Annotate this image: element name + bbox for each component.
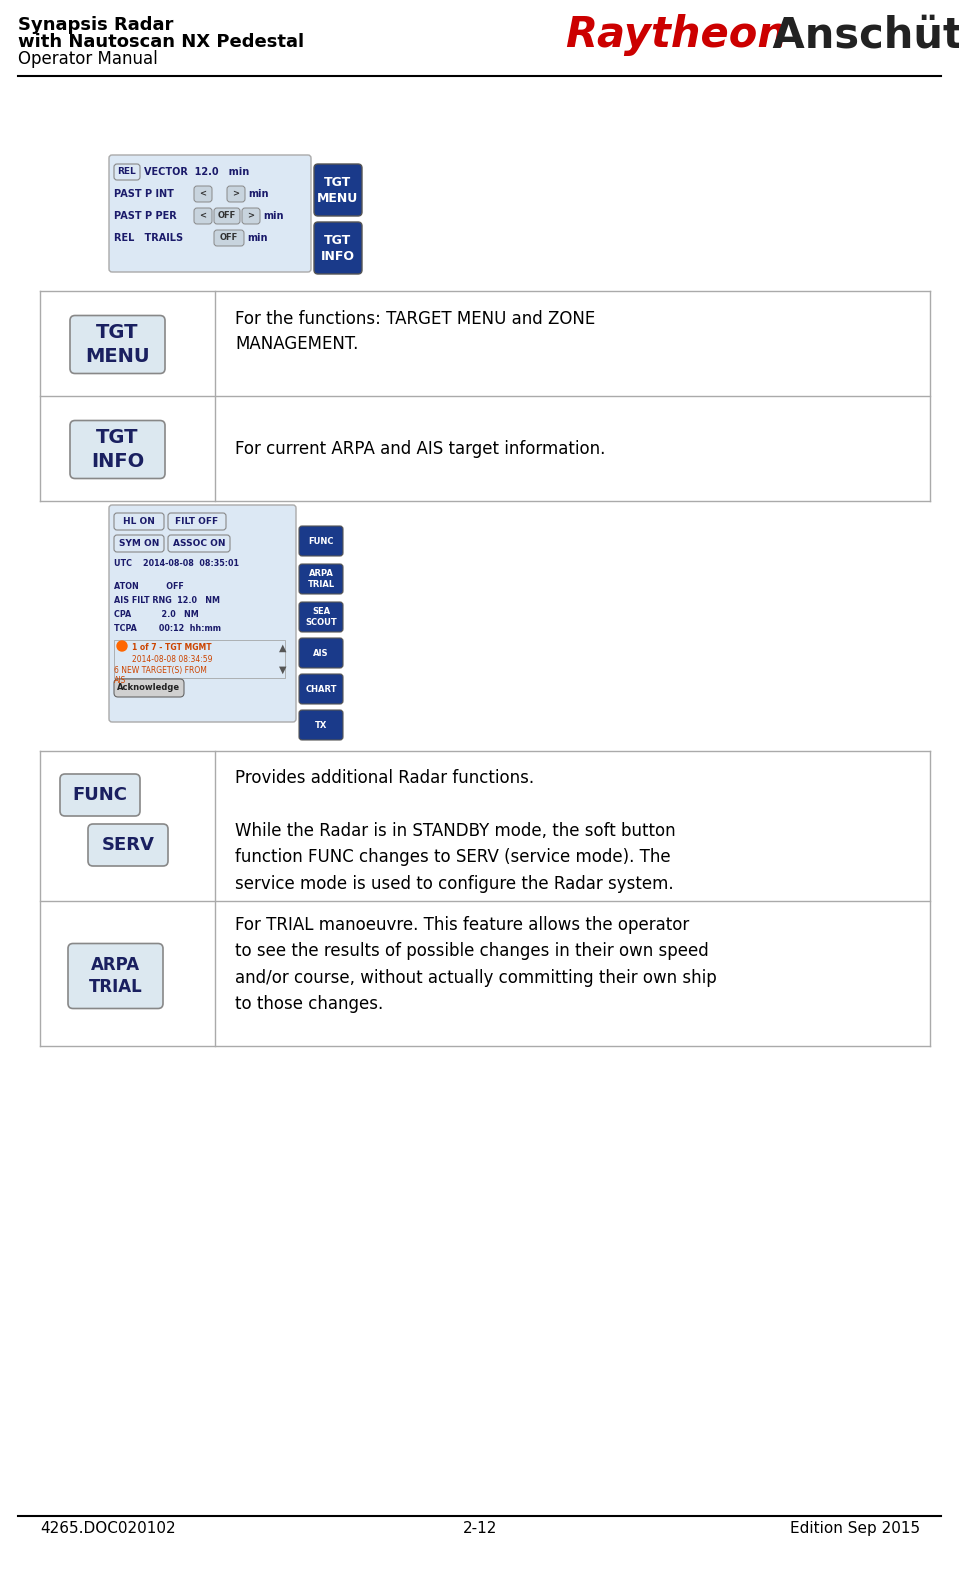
- Text: AIS: AIS: [314, 649, 329, 657]
- FancyBboxPatch shape: [214, 231, 244, 247]
- FancyBboxPatch shape: [299, 563, 343, 593]
- Text: ARPA
TRIAL: ARPA TRIAL: [308, 570, 335, 589]
- FancyBboxPatch shape: [168, 512, 226, 530]
- Text: OFF: OFF: [218, 212, 236, 221]
- Text: min: min: [263, 212, 284, 221]
- Text: UTC    2014-08-08  08:35:01: UTC 2014-08-08 08:35:01: [114, 558, 239, 568]
- FancyBboxPatch shape: [214, 208, 240, 224]
- Text: Anschütz: Anschütz: [758, 14, 959, 56]
- Text: Raytheon: Raytheon: [565, 14, 787, 56]
- FancyBboxPatch shape: [194, 208, 212, 224]
- Text: AIS: AIS: [114, 676, 127, 686]
- FancyBboxPatch shape: [227, 186, 245, 202]
- Text: PAST P INT: PAST P INT: [114, 189, 174, 199]
- Text: Edition Sep 2015: Edition Sep 2015: [790, 1521, 920, 1535]
- FancyBboxPatch shape: [60, 773, 140, 816]
- Text: ▼: ▼: [279, 665, 287, 675]
- Text: >: >: [232, 189, 240, 199]
- Text: ▲: ▲: [279, 643, 287, 652]
- Text: Provides additional Radar functions.

While the Radar is in STANDBY mode, the so: Provides additional Radar functions. Whi…: [235, 768, 676, 893]
- FancyBboxPatch shape: [70, 420, 165, 479]
- Text: 2014-08-08 08:34:59: 2014-08-08 08:34:59: [132, 655, 213, 663]
- Text: 4265.DOC020102: 4265.DOC020102: [40, 1521, 175, 1535]
- FancyBboxPatch shape: [109, 504, 296, 722]
- Text: <: <: [199, 212, 206, 221]
- Text: TGT
INFO: TGT INFO: [321, 234, 355, 263]
- FancyBboxPatch shape: [70, 315, 165, 374]
- FancyBboxPatch shape: [242, 208, 260, 224]
- Text: REL   TRAILS: REL TRAILS: [114, 232, 183, 243]
- FancyBboxPatch shape: [168, 535, 230, 552]
- FancyBboxPatch shape: [68, 943, 163, 1009]
- Text: OFF: OFF: [220, 234, 238, 242]
- Circle shape: [117, 641, 127, 651]
- Text: TGT
MENU: TGT MENU: [85, 323, 150, 366]
- Text: For the functions: TARGET MENU and ZONE
MANAGEMENT.: For the functions: TARGET MENU and ZONE …: [235, 310, 596, 353]
- FancyBboxPatch shape: [114, 679, 184, 697]
- Text: FILT OFF: FILT OFF: [175, 517, 219, 527]
- Text: TX: TX: [315, 721, 327, 730]
- Text: FUNC: FUNC: [73, 786, 128, 803]
- Text: CHART: CHART: [305, 684, 337, 694]
- Text: 2-12: 2-12: [463, 1521, 497, 1535]
- Text: ARPA
TRIAL: ARPA TRIAL: [88, 956, 142, 996]
- Text: ASSOC ON: ASSOC ON: [173, 539, 225, 547]
- Text: 1 of 7 - TGT MGMT: 1 of 7 - TGT MGMT: [132, 643, 212, 652]
- Text: ATON          OFF: ATON OFF: [114, 582, 184, 590]
- FancyBboxPatch shape: [314, 164, 362, 216]
- Text: AIS FILT RNG  12.0   NM: AIS FILT RNG 12.0 NM: [114, 597, 220, 605]
- FancyBboxPatch shape: [299, 710, 343, 740]
- Text: SYM ON: SYM ON: [119, 539, 159, 547]
- Text: min: min: [248, 189, 269, 199]
- FancyBboxPatch shape: [194, 186, 212, 202]
- FancyBboxPatch shape: [299, 601, 343, 632]
- FancyBboxPatch shape: [109, 154, 311, 272]
- Text: 6 NEW TARGET(S) FROM: 6 NEW TARGET(S) FROM: [114, 667, 207, 675]
- Text: min: min: [247, 232, 268, 243]
- Text: >: >: [247, 212, 254, 221]
- Text: TGT
MENU: TGT MENU: [317, 175, 359, 205]
- FancyBboxPatch shape: [114, 535, 164, 552]
- FancyBboxPatch shape: [299, 675, 343, 703]
- FancyBboxPatch shape: [299, 527, 343, 555]
- Text: TCPA        00:12  hh:mm: TCPA 00:12 hh:mm: [114, 624, 221, 633]
- Text: FUNC: FUNC: [308, 536, 334, 546]
- Text: Acknowledge: Acknowledge: [117, 684, 180, 692]
- FancyBboxPatch shape: [314, 223, 362, 274]
- Text: Operator Manual: Operator Manual: [18, 49, 157, 68]
- Text: Synapsis Radar: Synapsis Radar: [18, 16, 174, 33]
- Text: PAST P PER: PAST P PER: [114, 212, 176, 221]
- Text: For current ARPA and AIS target information.: For current ARPA and AIS target informat…: [235, 439, 605, 458]
- Text: TGT
INFO: TGT INFO: [91, 428, 144, 471]
- Text: CPA           2.0   NM: CPA 2.0 NM: [114, 609, 199, 619]
- Text: SERV: SERV: [102, 835, 154, 854]
- Text: with Nautoscan NX Pedestal: with Nautoscan NX Pedestal: [18, 33, 304, 51]
- FancyBboxPatch shape: [114, 640, 285, 678]
- Text: For TRIAL manoeuvre. This feature allows the operator
to see the results of poss: For TRIAL manoeuvre. This feature allows…: [235, 916, 716, 1013]
- Text: HL ON: HL ON: [123, 517, 155, 527]
- Text: SEA
SCOUT: SEA SCOUT: [305, 608, 337, 627]
- FancyBboxPatch shape: [114, 164, 140, 180]
- FancyBboxPatch shape: [88, 824, 168, 866]
- FancyBboxPatch shape: [114, 512, 164, 530]
- FancyBboxPatch shape: [299, 638, 343, 668]
- Text: <: <: [199, 189, 206, 199]
- Text: VECTOR  12.0   min: VECTOR 12.0 min: [144, 167, 249, 177]
- Text: REL: REL: [118, 167, 136, 177]
